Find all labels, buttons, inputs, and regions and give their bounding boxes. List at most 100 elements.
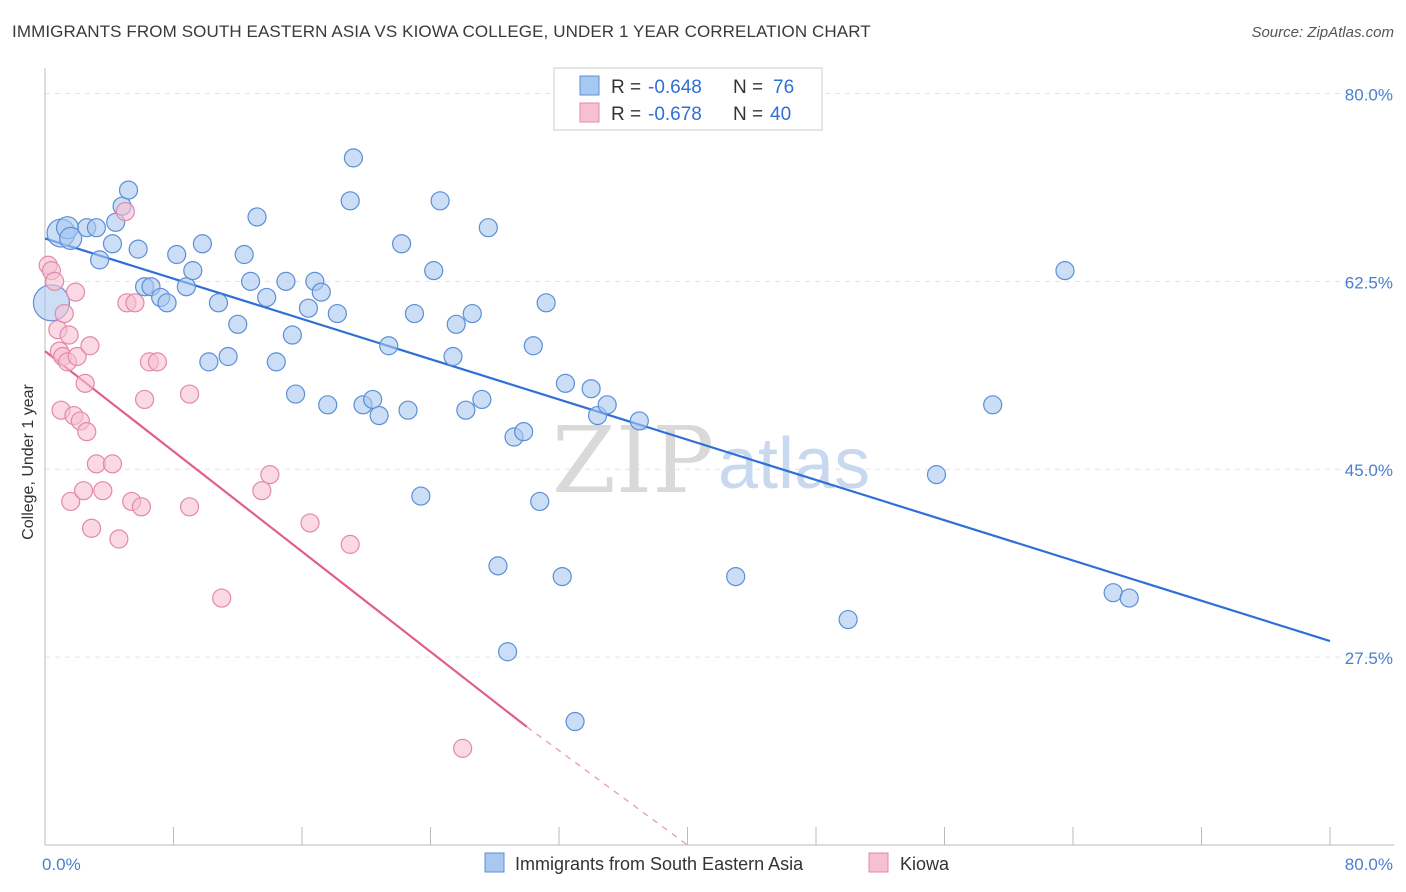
point-immigrants-20 [199,352,219,372]
point-immigrants-40 [363,389,383,410]
point-immigrants-3 [59,226,83,251]
point-immigrants-21 [208,293,229,313]
y-tick-label-1: 45.0% [1345,461,1393,480]
point-immigrants-67 [597,395,617,415]
point-immigrants-64 [565,711,585,732]
point-immigrants-5 [86,218,107,238]
point-immigrants-63 [555,373,576,393]
y-tick-labels: 27.5% 45.0% 62.5% 80.0% [1345,85,1393,668]
point-immigrants-70 [838,609,858,630]
point-kiowa-22 [102,454,123,474]
legend-swatch-pink [579,102,600,123]
series-legend: Immigrants from South Eastern Asia Kiowa [484,852,950,874]
axes [44,68,1394,846]
chart-source: Source: ZipAtlas.com [1251,24,1394,41]
point-immigrants-28 [266,352,286,372]
point-kiowa-9 [59,325,79,345]
point-immigrants-68 [629,411,649,431]
y-tick-label-0: 27.5% [1345,649,1393,668]
point-kiowa-39 [453,738,473,758]
point-immigrants-46 [411,486,431,506]
series-legend-swatch-pink [868,852,889,873]
chart-title: IMMIGRANTS FROM SOUTH EASTERN ASIA VS KI… [12,22,871,41]
point-immigrants-6 [90,250,110,270]
point-immigrants-18 [183,261,203,281]
point-immigrants-19 [192,234,213,254]
point-kiowa-28 [131,497,151,517]
y-tick-label-3: 80.0% [1345,85,1393,104]
point-immigrants-72 [983,395,1003,415]
point-kiowa-35 [252,481,272,501]
point-kiowa-18 [80,336,100,356]
series-legend-label-blue: Immigrants from South Eastern Asia [515,854,804,874]
point-kiowa-38 [340,534,360,554]
point-immigrants-22 [218,346,238,367]
point-immigrants-43 [391,234,412,254]
point-immigrants-16 [167,244,187,265]
point-immigrants-37 [340,191,360,211]
point-kiowa-26 [125,293,145,313]
point-immigrants-7 [102,234,123,254]
legend-r-label-1: R = [611,77,641,98]
point-immigrants-29 [276,271,296,291]
point-immigrants-25 [241,271,261,291]
point-kiowa-21 [93,481,113,501]
trend-line-kiowa [44,350,528,728]
point-immigrants-17 [176,277,196,297]
point-immigrants-42 [379,336,399,356]
point-kiowa-33 [179,497,200,517]
stats-legend: R = -0.648 N = 76 R = -0.678 N = 40 [553,67,823,131]
point-immigrants-62 [552,566,572,587]
watermark-atlas: atlas [718,424,870,504]
point-immigrants-60 [530,491,550,512]
point-kiowa-23 [109,529,129,549]
point-immigrants-26 [247,207,267,227]
point-kiowa-10 [61,491,81,512]
point-kiowa-16 [75,373,95,393]
point-immigrants-59 [523,336,543,356]
point-immigrants-23 [228,314,248,334]
point-kiowa-17 [77,422,97,442]
point-immigrants-75 [1119,588,1139,608]
point-immigrants-32 [298,298,319,318]
point-immigrants-61 [536,293,556,313]
point-immigrants-52 [462,303,482,324]
point-immigrants-65 [581,379,601,399]
point-immigrants-24 [234,244,254,265]
point-immigrants-58 [514,422,534,442]
point-kiowa-13 [67,346,87,367]
series-legend-swatch-blue [484,852,505,873]
point-immigrants-56 [498,642,518,662]
point-immigrants-50 [446,314,466,334]
point-kiowa-37 [300,513,320,533]
y-axis-label: College, Under 1 year [20,384,37,540]
point-immigrants-73 [1055,261,1075,281]
point-immigrants-51 [456,400,476,420]
point-kiowa-7 [54,303,74,324]
point-immigrants-38 [343,148,363,168]
point-immigrants-15 [157,293,177,313]
point-immigrants-74 [1103,583,1123,603]
trend-line-immigrants [44,237,1331,643]
point-kiowa-2 [45,271,65,291]
series-legend-label-pink: Kiowa [900,854,950,874]
x-tick-labels: 0.0% 80.0% [42,855,1393,874]
point-kiowa-31 [147,352,168,372]
point-immigrants-54 [478,218,498,238]
point-immigrants-49 [443,346,463,367]
legend-r-value-2: -0.678 [648,104,702,125]
x-tick-label-1: 80.0% [1345,855,1393,874]
point-immigrants-27 [257,287,277,308]
point-immigrants-53 [472,389,492,410]
point-immigrants-11 [128,239,148,259]
point-kiowa-24 [115,201,135,222]
point-kiowa-19 [81,518,102,538]
point-immigrants-71 [926,465,947,485]
data-points [32,148,1139,758]
y-tick-label-2: 62.5% [1345,273,1393,292]
point-kiowa-36 [260,465,280,485]
legend-r-label-2: R = [611,104,641,125]
point-kiowa-20 [86,454,107,474]
point-immigrants-31 [285,384,306,404]
